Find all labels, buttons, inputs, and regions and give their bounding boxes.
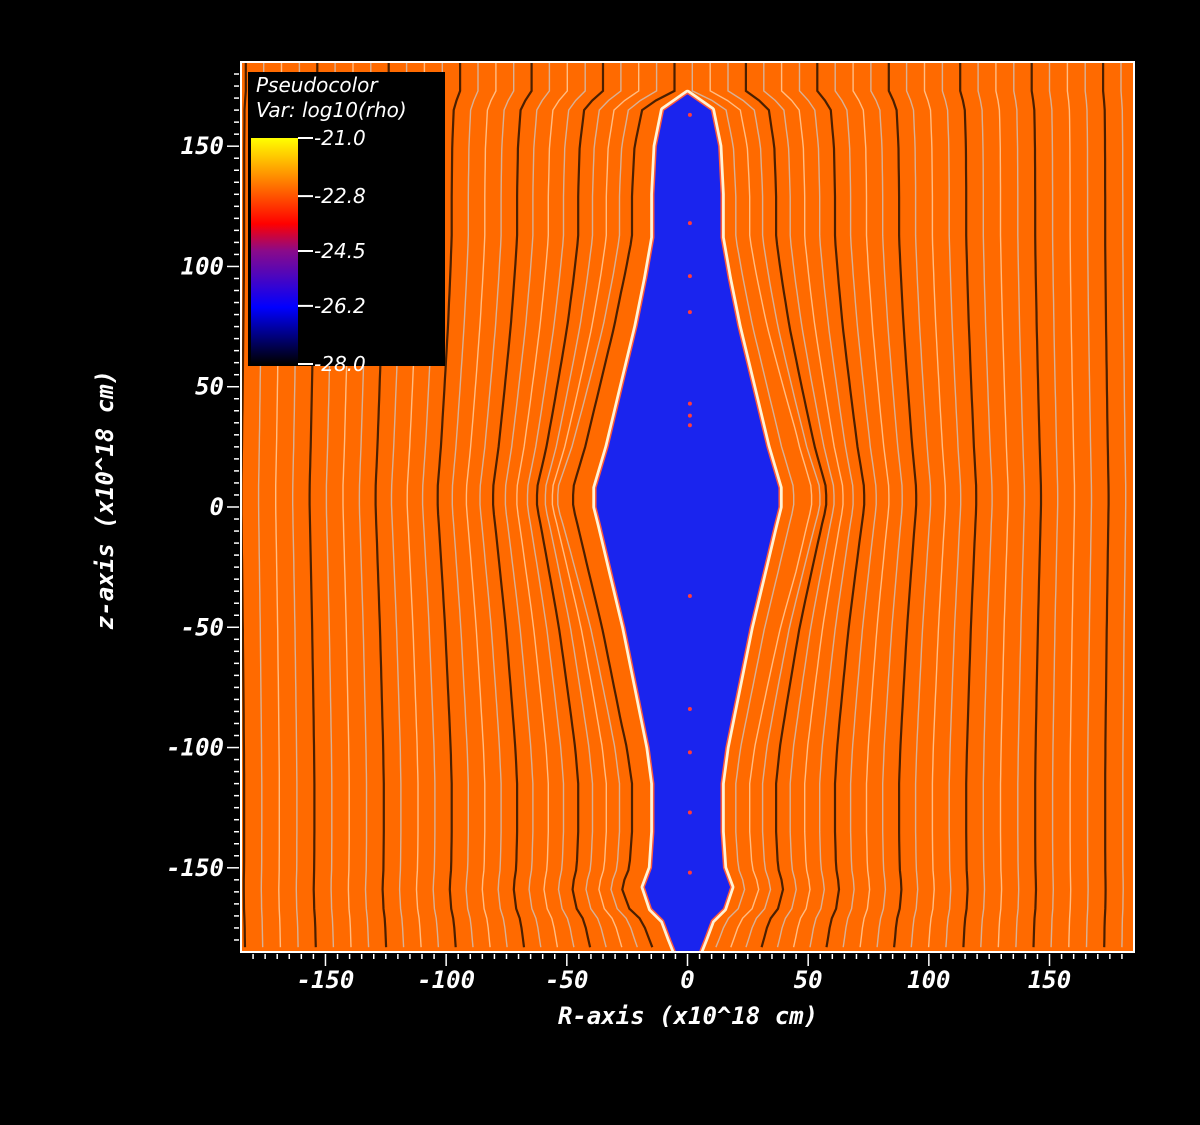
- dense-knot: [687, 310, 692, 315]
- colorbar-tick-label: -28.0: [314, 352, 366, 376]
- field-line: [436, 62, 462, 948]
- field-line: [816, 62, 866, 948]
- cavity-features: [687, 112, 692, 875]
- y-tick-label: 100: [181, 252, 224, 280]
- field-line: [1102, 62, 1110, 948]
- y-tick-label: 150: [181, 132, 224, 160]
- field-line: [492, 62, 533, 948]
- field-line: [798, 62, 854, 948]
- legend-variable: Var: log10(rho): [256, 98, 407, 122]
- field-line: [557, 62, 658, 948]
- dense-knot: [687, 274, 692, 279]
- dense-knot: [687, 221, 692, 226]
- field-line: [887, 62, 918, 948]
- field-line: [959, 62, 978, 948]
- x-tick-label: 0: [680, 966, 694, 994]
- field-line: [465, 62, 497, 948]
- field-line: [551, 62, 640, 948]
- field-line: [977, 62, 993, 948]
- field-line: [691, 62, 795, 948]
- field-line: [923, 62, 947, 948]
- x-axis-title: R-axis (x10^18 cm): [558, 1002, 818, 1030]
- field-line: [744, 62, 828, 948]
- plot-area: [241, 62, 1134, 952]
- field-line: [479, 62, 515, 948]
- dense-knot: [687, 750, 692, 755]
- x-tick-label: 100: [907, 966, 950, 994]
- dense-knot: [687, 810, 692, 815]
- field-line: [1013, 62, 1026, 948]
- legend-title: Pseudocolor: [256, 73, 379, 97]
- field-line: [451, 62, 479, 948]
- field-line: [1084, 62, 1093, 948]
- dense-knot: [687, 423, 692, 428]
- field-line: [709, 62, 813, 948]
- y-axis: 150 100 50 0 -50 -100 -150: [166, 73, 239, 941]
- field-line: [504, 62, 551, 948]
- field-line: [535, 62, 605, 948]
- low-density-cavity: [595, 92, 780, 952]
- field-line: [516, 62, 568, 948]
- dense-knot: [687, 594, 692, 598]
- y-tick-label: 0: [210, 493, 224, 521]
- field-line: [572, 62, 676, 948]
- y-tick-label: -100: [166, 734, 224, 762]
- dense-knot: [687, 401, 692, 406]
- colorbar-tick-label: -26.2: [314, 294, 366, 318]
- x-tick-label: 50: [794, 966, 823, 994]
- field-line: [905, 62, 932, 948]
- field-line: [870, 62, 903, 948]
- x-tick-label: -150: [297, 966, 355, 994]
- field-line: [1120, 62, 1127, 948]
- field-line: [1030, 62, 1043, 948]
- field-line: [834, 62, 877, 948]
- colorbar-tick-label: -21.0: [314, 126, 366, 150]
- field-line: [727, 62, 821, 948]
- colorbar-tick-label: -22.8: [314, 184, 366, 208]
- field-line: [995, 62, 1009, 948]
- field-line: [852, 62, 890, 948]
- field-line: [941, 62, 962, 948]
- x-tick-label: -50: [545, 966, 588, 994]
- plot-frame: [240, 61, 1135, 953]
- x-tick-label: -100: [417, 966, 475, 994]
- colorbar-tick-label: -24.5: [314, 239, 366, 263]
- legend: Pseudocolor Var: log10(rho) -21.0-22.8-2…: [248, 72, 445, 376]
- x-tick-label: 150: [1028, 966, 1071, 994]
- dense-knot: [687, 707, 692, 712]
- field-line: [763, 62, 835, 948]
- colorbar: [251, 138, 298, 364]
- x-axis: -150 -100 -50 0 50 100 150: [252, 954, 1123, 994]
- y-tick-label: -150: [166, 854, 224, 882]
- dense-knot: [687, 413, 692, 418]
- field-line: [526, 62, 586, 948]
- field-line: [780, 62, 844, 948]
- field-line: [1066, 62, 1076, 948]
- colorbar-ticks: -21.0 -22.8 -24.5 -26.2 -28.0: [298, 126, 366, 376]
- dense-knot: [687, 870, 692, 875]
- dense-knot: [687, 112, 692, 117]
- y-axis-title: z-axis (x10^18 cm): [91, 370, 119, 630]
- field-line: [1048, 62, 1059, 948]
- field-line: [544, 62, 622, 948]
- y-tick-label: -50: [181, 613, 224, 641]
- y-tick-label: 50: [195, 373, 224, 401]
